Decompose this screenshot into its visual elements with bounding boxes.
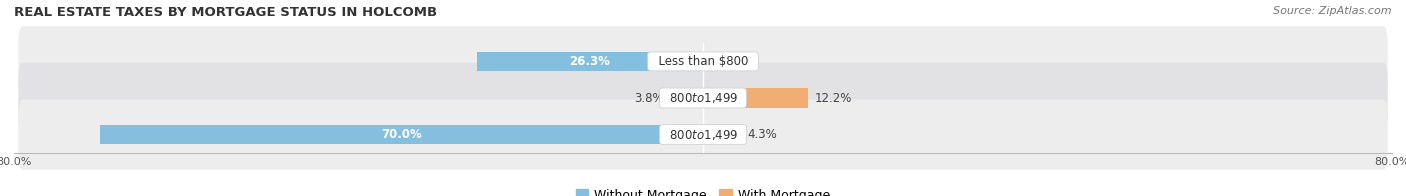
- Text: 4.3%: 4.3%: [747, 128, 776, 141]
- Legend: Without Mortgage, With Mortgage: Without Mortgage, With Mortgage: [571, 184, 835, 196]
- Text: Less than $800: Less than $800: [651, 55, 755, 68]
- Text: $800 to $1,499: $800 to $1,499: [662, 91, 744, 105]
- Text: 70.0%: 70.0%: [381, 128, 422, 141]
- Text: Source: ZipAtlas.com: Source: ZipAtlas.com: [1274, 6, 1392, 16]
- FancyBboxPatch shape: [18, 26, 1388, 97]
- Bar: [703, 125, 740, 144]
- Text: $800 to $1,499: $800 to $1,499: [662, 128, 744, 142]
- Text: REAL ESTATE TAXES BY MORTGAGE STATUS IN HOLCOMB: REAL ESTATE TAXES BY MORTGAGE STATUS IN …: [14, 6, 437, 19]
- Bar: [100, 125, 703, 144]
- Bar: [703, 88, 808, 108]
- Bar: [477, 52, 703, 71]
- FancyBboxPatch shape: [18, 99, 1388, 170]
- Bar: [671, 88, 703, 108]
- Text: 12.2%: 12.2%: [815, 92, 852, 104]
- Text: 3.8%: 3.8%: [634, 92, 664, 104]
- Text: 0.0%: 0.0%: [710, 55, 740, 68]
- Text: 26.3%: 26.3%: [569, 55, 610, 68]
- FancyBboxPatch shape: [18, 63, 1388, 133]
